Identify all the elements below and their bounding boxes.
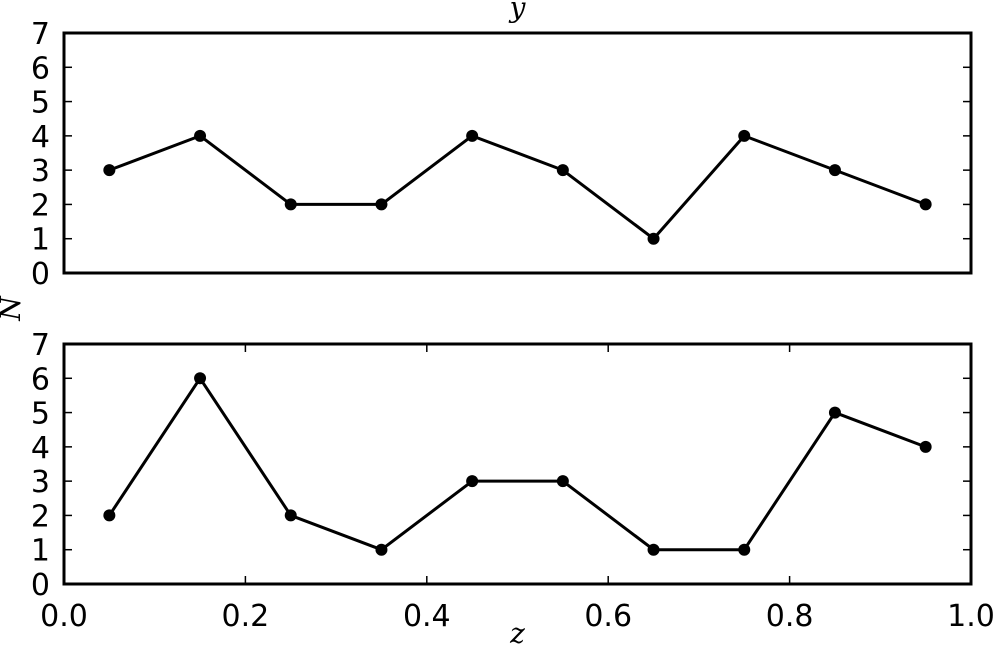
- marker: [556, 164, 569, 177]
- marker: [828, 164, 841, 177]
- marker: [375, 198, 388, 211]
- y-tick-label: 4: [31, 120, 50, 155]
- x-tick-label: 0.6: [584, 599, 632, 634]
- marker: [738, 543, 751, 556]
- y-tick-label: 2: [31, 499, 50, 534]
- y-tick-label: 4: [31, 431, 50, 466]
- marker: [647, 232, 660, 245]
- marker: [284, 198, 297, 211]
- y-tick-label: 3: [31, 154, 50, 189]
- y-tick-label: 7: [31, 328, 50, 363]
- x-tick-label: 0.4: [403, 599, 451, 634]
- x-tick-label: 0.8: [766, 599, 814, 634]
- line: [108, 134, 927, 241]
- marker: [466, 475, 479, 488]
- y-tick-label: 1: [31, 223, 50, 258]
- x-tick-label: 0.0: [40, 599, 88, 634]
- marker: [466, 129, 479, 142]
- marker: [194, 129, 207, 142]
- x-axis-label: z: [509, 617, 525, 647]
- marker: [375, 543, 388, 556]
- marker: [103, 164, 116, 177]
- marker: [556, 475, 569, 488]
- marker: [103, 509, 116, 522]
- chart-title: y: [508, 0, 527, 24]
- y-tick-label: 5: [31, 397, 50, 432]
- y-tick-label: 6: [31, 51, 50, 86]
- y-axis-label: N: [0, 295, 27, 322]
- y-tick-label: 0: [31, 568, 50, 603]
- line: [108, 376, 927, 552]
- y-tick-label: 6: [31, 362, 50, 397]
- y-tick-label: 3: [31, 465, 50, 500]
- marker: [738, 129, 751, 142]
- y-tick-label: 1: [31, 534, 50, 569]
- plot-frame: [62, 31, 973, 275]
- y-tick-label: 7: [31, 17, 50, 52]
- marker: [919, 198, 932, 211]
- marker: [284, 509, 297, 522]
- marker: [194, 372, 207, 385]
- y-tick-label: 0: [31, 257, 50, 292]
- y-tick-label: 2: [31, 188, 50, 223]
- marker: [919, 440, 932, 453]
- plot-frame: [62, 342, 973, 586]
- marker: [828, 406, 841, 419]
- marker: [647, 543, 660, 556]
- x-tick-label: 0.2: [222, 599, 270, 634]
- y-tick-label: 5: [31, 86, 50, 121]
- x-tick-label: 1.0: [947, 599, 995, 634]
